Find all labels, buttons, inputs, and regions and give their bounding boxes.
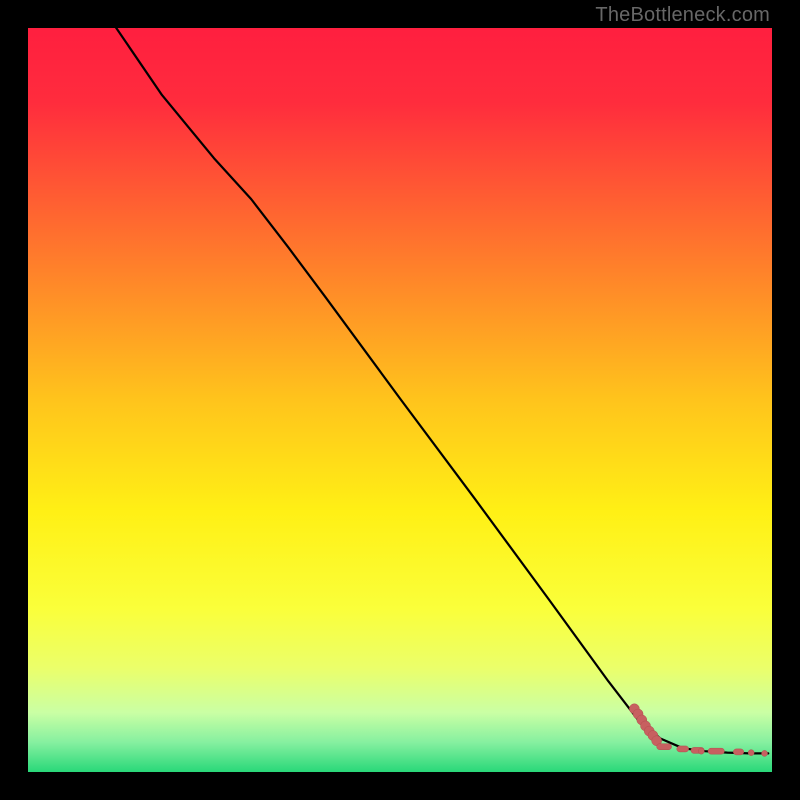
data-markers — [629, 704, 767, 757]
bottleneck-curve — [106, 28, 768, 753]
watermark-text: TheBottleneck.com — [595, 4, 770, 27]
chart-curve-layer — [28, 28, 772, 772]
chart-plot-area — [28, 28, 772, 772]
